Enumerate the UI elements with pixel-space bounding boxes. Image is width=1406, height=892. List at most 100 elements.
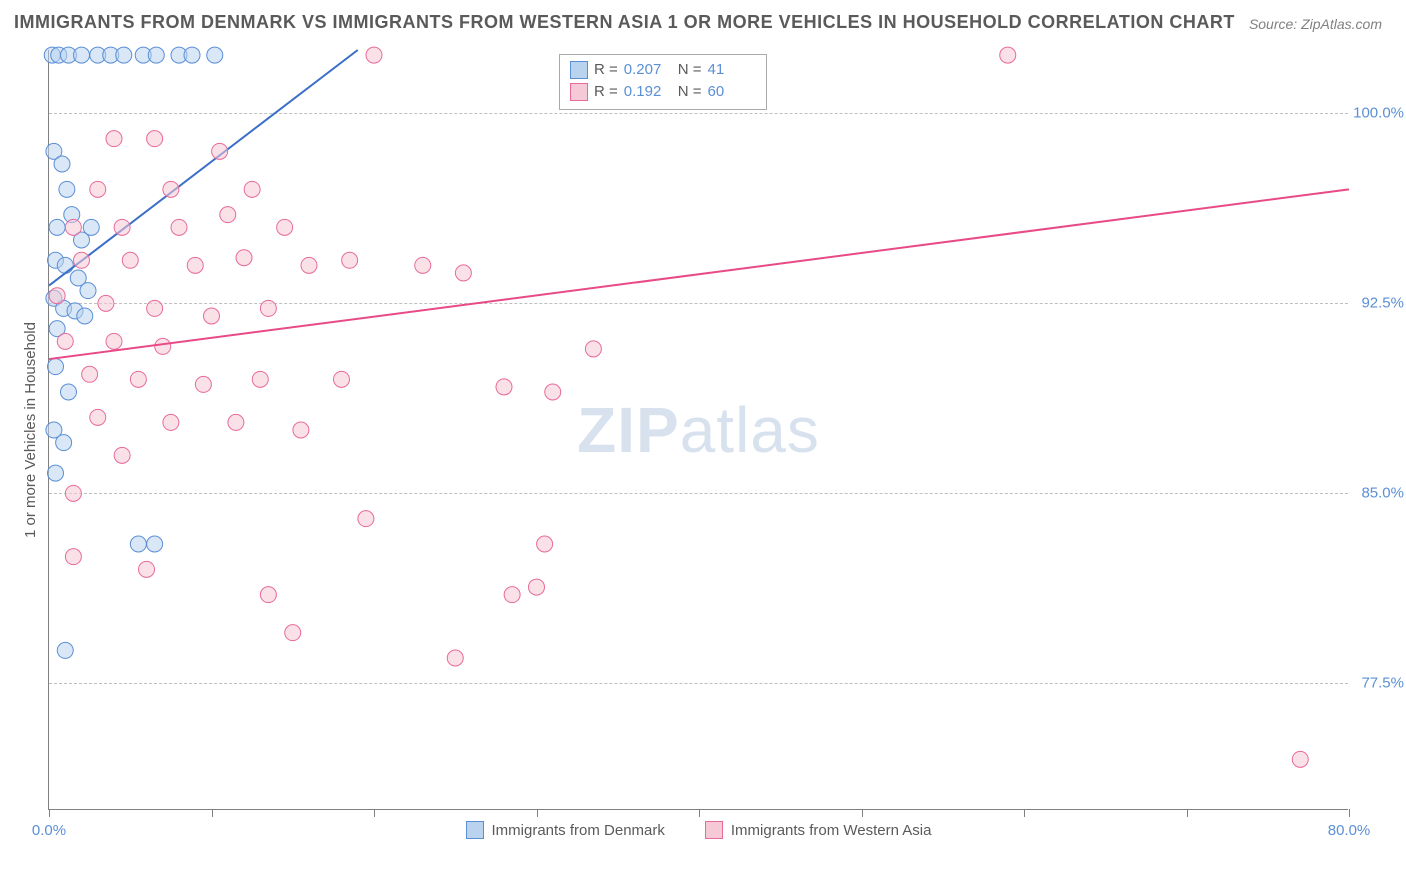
- scatter-point: [504, 587, 520, 603]
- x-tick-label: 0.0%: [32, 822, 66, 839]
- scatter-point: [65, 219, 81, 235]
- stat-row-0: R = 0.207 N = 41: [570, 59, 756, 81]
- y-axis-label: 1 or more Vehicles in Household: [22, 322, 39, 538]
- scatter-point: [187, 257, 203, 273]
- trend-line: [49, 189, 1349, 359]
- stat-r-label-1: R =: [594, 81, 618, 103]
- legend-swatch-0: [570, 61, 588, 79]
- stat-row-1: R = 0.192 N = 60: [570, 81, 756, 103]
- scatter-point: [447, 650, 463, 666]
- scatter-point: [106, 131, 122, 147]
- scatter-point: [277, 219, 293, 235]
- y-tick-label: 100.0%: [1352, 105, 1404, 122]
- scatter-point: [82, 366, 98, 382]
- scatter-point: [57, 257, 73, 273]
- scatter-point: [116, 47, 132, 63]
- scatter-point: [74, 252, 90, 268]
- scatter-point: [195, 376, 211, 392]
- bottom-legend-item-0: Immigrants from Denmark: [466, 821, 665, 839]
- scatter-point: [184, 47, 200, 63]
- scatter-point: [74, 47, 90, 63]
- scatter-point: [285, 625, 301, 641]
- scatter-point: [106, 333, 122, 349]
- scatter-point: [122, 252, 138, 268]
- scatter-point: [114, 219, 130, 235]
- y-tick-label: 77.5%: [1352, 675, 1404, 692]
- x-tick: [1187, 809, 1188, 817]
- scatter-point: [529, 579, 545, 595]
- scatter-point: [212, 143, 228, 159]
- scatter-point: [537, 536, 553, 552]
- stat-legend: R = 0.207 N = 41 R = 0.192 N = 60: [559, 54, 767, 110]
- trend-line: [49, 50, 358, 286]
- scatter-point: [171, 219, 187, 235]
- scatter-point: [148, 47, 164, 63]
- scatter-point: [1000, 47, 1016, 63]
- stat-r-label-0: R =: [594, 59, 618, 81]
- legend-swatch-1: [570, 83, 588, 101]
- scatter-point: [366, 47, 382, 63]
- scatter-point: [301, 257, 317, 273]
- scatter-point: [49, 219, 65, 235]
- scatter-point: [65, 549, 81, 565]
- scatter-point: [334, 371, 350, 387]
- bottom-legend-label-1: Immigrants from Western Asia: [731, 822, 932, 839]
- scatter-point: [455, 265, 471, 281]
- scatter-point: [56, 435, 72, 451]
- scatter-point: [415, 257, 431, 273]
- scatter-point: [48, 359, 64, 375]
- scatter-point: [358, 511, 374, 527]
- scatter-point: [207, 47, 223, 63]
- scatter-point: [77, 308, 93, 324]
- scatter-point: [90, 181, 106, 197]
- bottom-legend-item-1: Immigrants from Western Asia: [705, 821, 932, 839]
- scatter-point: [204, 308, 220, 324]
- scatter-point: [155, 338, 171, 354]
- scatter-point: [1292, 751, 1308, 767]
- scatter-point: [114, 447, 130, 463]
- stat-n-val-0: 41: [708, 59, 756, 81]
- y-tick-label: 85.0%: [1352, 485, 1404, 502]
- chart-title: IMMIGRANTS FROM DENMARK VS IMMIGRANTS FR…: [14, 12, 1235, 33]
- scatter-point: [342, 252, 358, 268]
- scatter-point: [260, 587, 276, 603]
- x-tick: [374, 809, 375, 817]
- bottom-legend-label-0: Immigrants from Denmark: [492, 822, 665, 839]
- scatter-point: [244, 181, 260, 197]
- scatter-point: [163, 181, 179, 197]
- scatter-point: [252, 371, 268, 387]
- chart-svg: [49, 50, 1348, 809]
- x-tick: [1024, 809, 1025, 817]
- scatter-point: [293, 422, 309, 438]
- stat-r-val-0: 0.207: [624, 59, 672, 81]
- scatter-point: [48, 465, 64, 481]
- scatter-point: [147, 131, 163, 147]
- scatter-point: [65, 485, 81, 501]
- scatter-point: [163, 414, 179, 430]
- scatter-point: [130, 371, 146, 387]
- scatter-point: [236, 250, 252, 266]
- x-tick: [699, 809, 700, 817]
- scatter-point: [545, 384, 561, 400]
- scatter-point: [49, 288, 65, 304]
- scatter-point: [90, 409, 106, 425]
- scatter-point: [585, 341, 601, 357]
- plot-area: ZIPatlas 77.5%85.0%92.5%100.0% 0.0%80.0%…: [48, 50, 1348, 810]
- stat-r-val-1: 0.192: [624, 81, 672, 103]
- x-tick: [212, 809, 213, 817]
- x-tick: [537, 809, 538, 817]
- scatter-point: [57, 642, 73, 658]
- x-tick: [862, 809, 863, 817]
- scatter-point: [228, 414, 244, 430]
- bottom-legend: Immigrants from Denmark Immigrants from …: [466, 821, 932, 839]
- scatter-point: [98, 295, 114, 311]
- x-tick-label: 80.0%: [1328, 822, 1371, 839]
- scatter-point: [54, 156, 70, 172]
- scatter-point: [260, 300, 276, 316]
- scatter-point: [147, 536, 163, 552]
- stat-n-label-1: N =: [678, 81, 702, 103]
- scatter-point: [147, 300, 163, 316]
- scatter-point: [59, 181, 75, 197]
- scatter-point: [80, 283, 96, 299]
- source-label: Source: ZipAtlas.com: [1249, 16, 1382, 32]
